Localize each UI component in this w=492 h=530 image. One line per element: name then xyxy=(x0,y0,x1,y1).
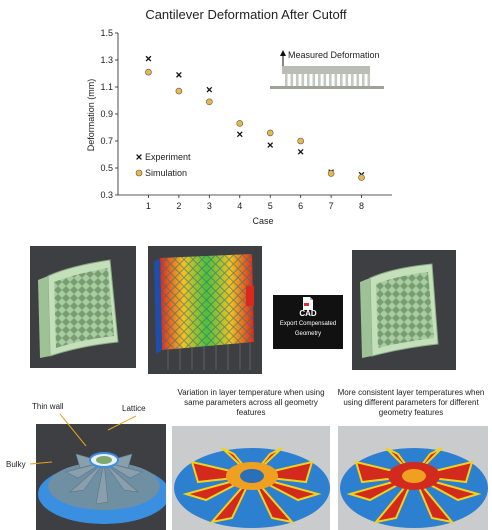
document-icon xyxy=(303,297,313,310)
impeller-features-image xyxy=(38,452,166,524)
callout-label: Measured Deformation xyxy=(288,50,380,60)
x-tick-label: 1 xyxy=(146,201,151,211)
y-tick-label: 0.7 xyxy=(100,136,113,146)
cad-label: CAD xyxy=(299,309,317,318)
thin-wall-label: Thin wall xyxy=(32,402,64,411)
chart-ticks: 0.3 0.5 0.7 0.9 1.1 1.3 1.5 1 2 3 4 5 6 7 8 xyxy=(100,28,364,211)
x-axis-label: Case xyxy=(252,216,273,226)
y-tick-label: 0.5 xyxy=(100,163,113,173)
legend-experiment-label: Experiment xyxy=(145,152,191,162)
simulation-point xyxy=(206,98,213,106)
consistent-temperature-image xyxy=(340,447,488,528)
simulation-point xyxy=(358,174,365,181)
x-tick-label: 4 xyxy=(237,201,242,211)
middle-caption: Variation in layer temperature when usin… xyxy=(177,388,325,417)
impeller-geometry-panel xyxy=(36,424,166,530)
cad-caption-line1: Export Compensated xyxy=(279,321,337,327)
deformation-simulation-image xyxy=(154,254,254,370)
compensated-part-panel xyxy=(352,250,456,370)
cad-caption-line2: Geometry xyxy=(294,331,322,337)
original-lattice-part xyxy=(38,259,119,358)
y-tick-label: 0.3 xyxy=(100,190,113,200)
uniform-parameters-panel xyxy=(172,426,330,530)
deformation-arrow-head xyxy=(280,50,286,56)
simulation-point xyxy=(297,137,304,145)
legend-experiment-marker xyxy=(136,154,142,160)
simulation-point xyxy=(145,68,152,76)
y-tick-label: 1.1 xyxy=(100,82,113,92)
lattice-label: Lattice xyxy=(122,404,146,413)
uniform-temperature-image xyxy=(174,447,330,528)
x-tick-label: 8 xyxy=(359,201,364,211)
simulation-point xyxy=(175,87,183,95)
simulation-panel xyxy=(148,246,262,374)
simulation-point xyxy=(236,120,244,127)
y-tick-label: 1.5 xyxy=(100,28,113,38)
compensated-lattice-part xyxy=(360,263,439,358)
chart-marks xyxy=(145,55,365,181)
chart-title: Cantilever Deformation After Cutoff xyxy=(145,7,347,22)
experiment-point xyxy=(297,148,304,155)
x-tick-label: 3 xyxy=(207,201,212,211)
export-compensated-geometry-badge: CAD Export Compensated Geometry xyxy=(273,295,343,349)
legend-simulation-marker xyxy=(135,169,143,177)
leader-lines xyxy=(29,413,137,465)
bulky-label: Bulky xyxy=(6,460,26,469)
x-tick-label: 6 xyxy=(298,201,303,211)
right-caption: More consistent layer temperatures when … xyxy=(337,388,485,417)
legend-simulation-label: Simulation xyxy=(145,168,187,178)
experiment-point xyxy=(176,71,182,78)
simulation-point xyxy=(266,129,274,137)
x-tick-label: 2 xyxy=(176,201,181,211)
experiment-point xyxy=(145,55,152,62)
original-part-panel xyxy=(30,246,136,368)
experiment-point xyxy=(267,142,274,148)
legend-x xyxy=(136,154,142,160)
y-tick-label: 0.9 xyxy=(100,109,113,119)
y-tick-label: 1.3 xyxy=(100,55,113,65)
y-axis-label: Deformation (mm) xyxy=(86,79,96,152)
cantilever-base xyxy=(270,86,384,89)
cantilever-beam xyxy=(282,66,370,74)
x-tick-label: 5 xyxy=(268,201,273,211)
cantilever-supports xyxy=(285,74,371,86)
simulation-point xyxy=(327,170,335,177)
deformation-chart: Cantilever Deformation After Cutoff 0.30… xyxy=(86,7,392,226)
experiment-point xyxy=(236,131,243,138)
measured-deformation-callout: Measured Deformation xyxy=(270,50,384,89)
chart-legend: Experiment Simulation xyxy=(135,152,191,178)
varied-parameters-panel xyxy=(338,426,488,530)
x-tick-label: 7 xyxy=(329,201,334,211)
experiment-point xyxy=(206,86,213,93)
